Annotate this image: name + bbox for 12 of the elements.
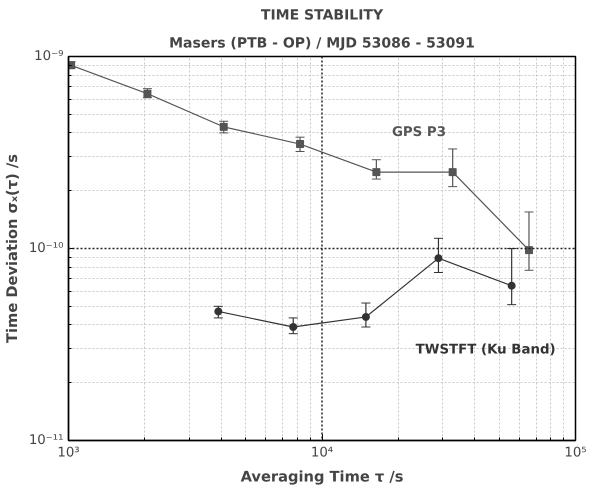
x-tick-label: 10⁵ [564, 446, 587, 460]
chart-subtitle: Masers (PTB - OP) / MJD 53086 - 53091 [169, 36, 475, 52]
y-tick-label: 10⁻¹⁰ [28, 241, 64, 256]
y-tick-label: 10⁻⁹ [34, 49, 64, 64]
text: TWSTFT (Ku Band) [416, 342, 556, 358]
y-axis-title: Time Deviation σₓ(τ) /s [4, 154, 21, 343]
y-tick-label: 10⁻¹¹ [28, 433, 64, 448]
chart-title: TIME STABILITY [260, 8, 384, 24]
x-tick-label: 10⁴ [310, 446, 334, 460]
x-tick-label: 10³ [57, 446, 80, 460]
x-axis-title: Averaging Time τ /s [240, 468, 404, 486]
text: GPS P3 [392, 125, 446, 140]
